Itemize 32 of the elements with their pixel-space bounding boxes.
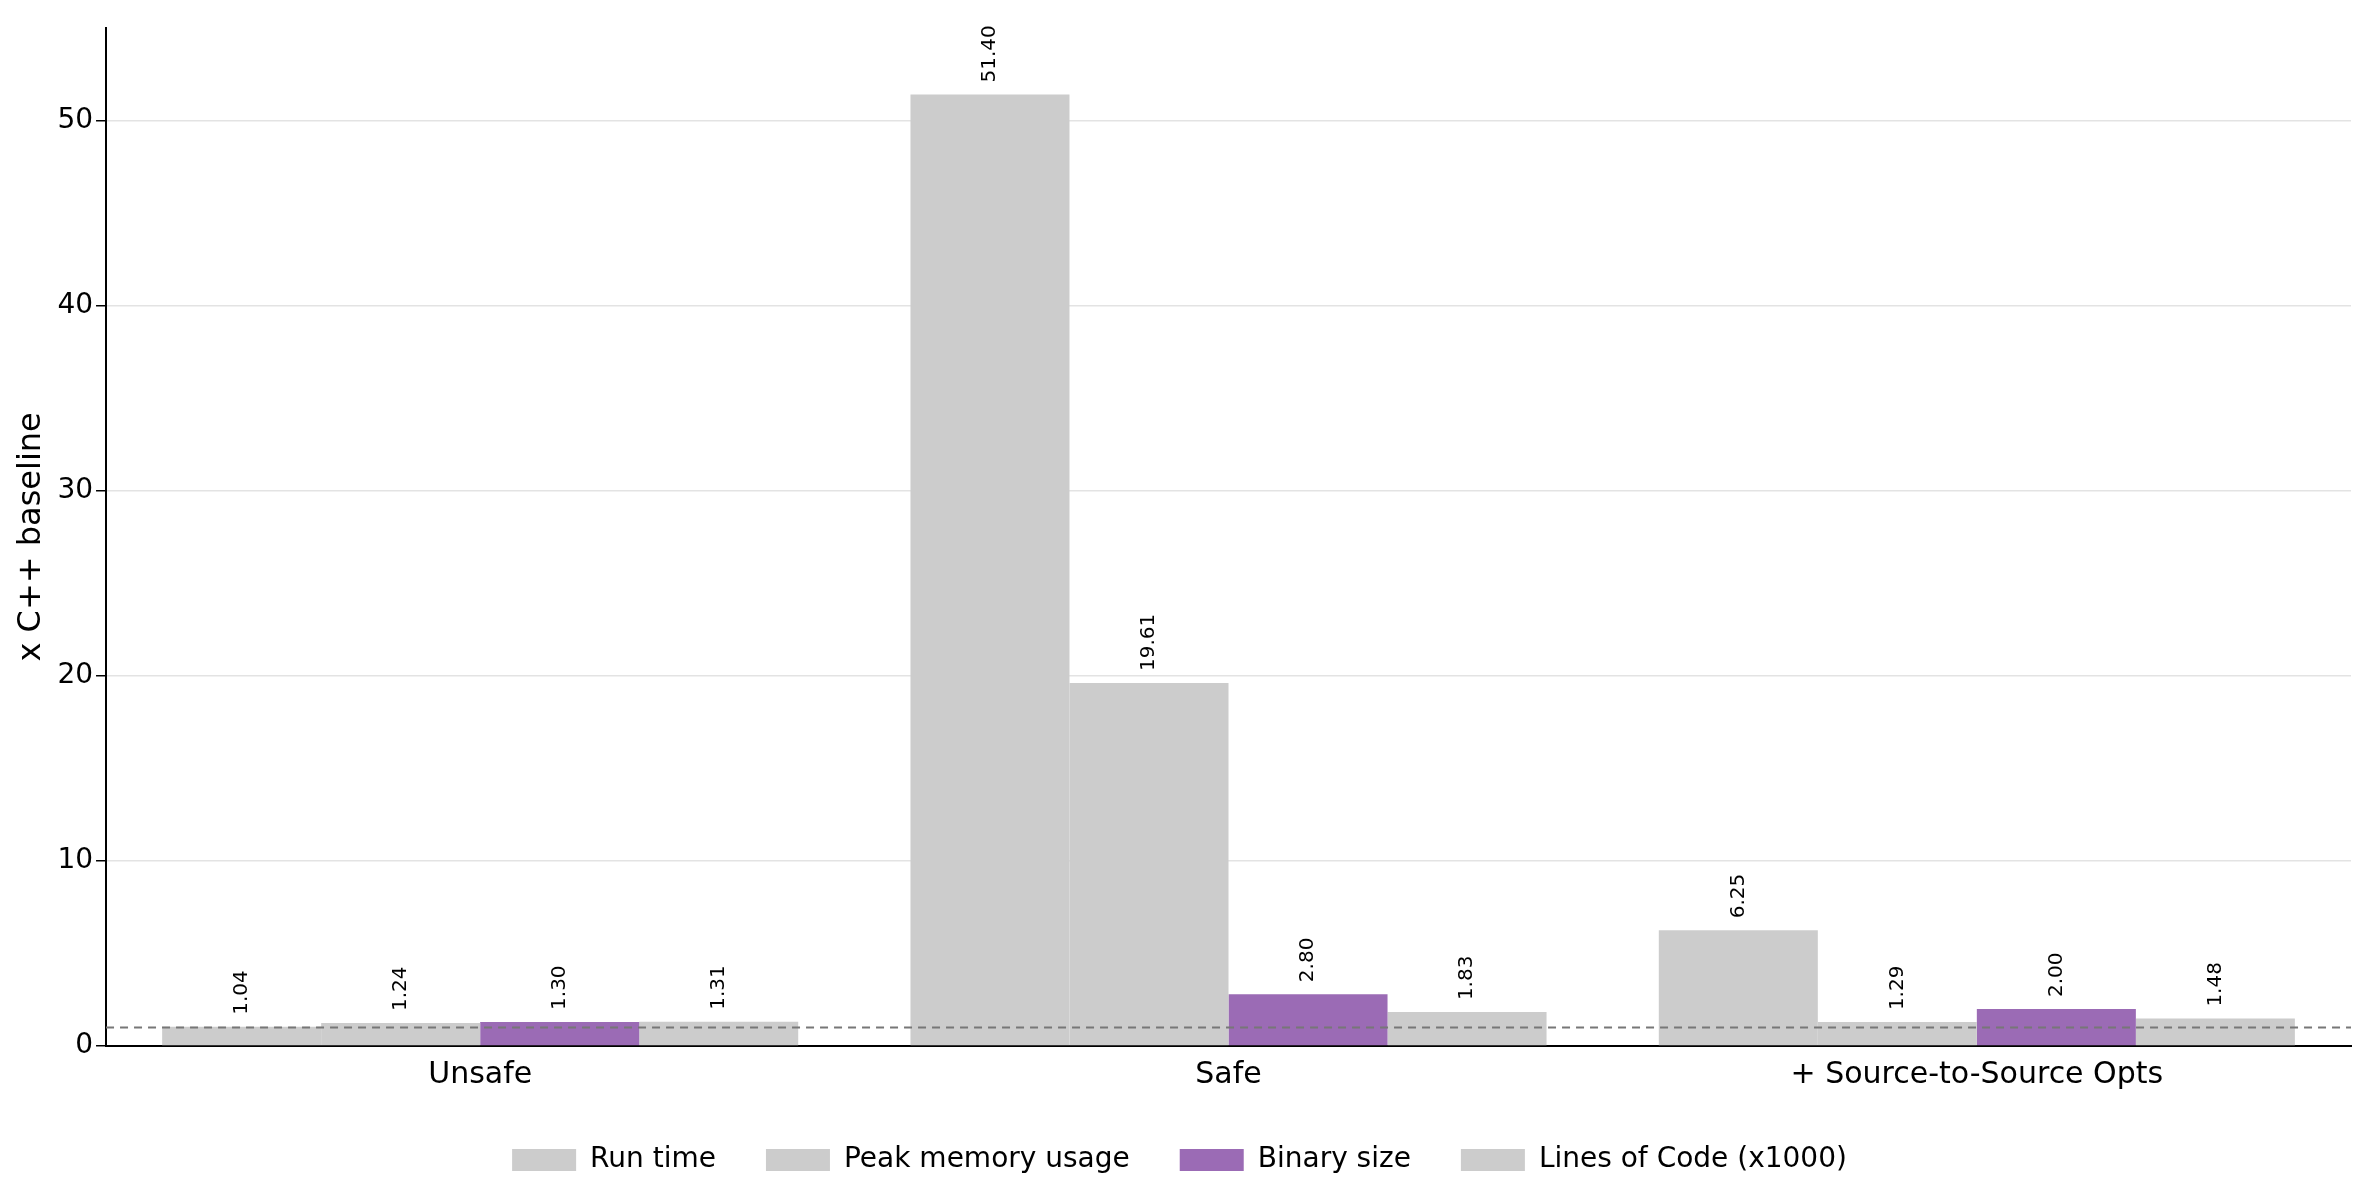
legend-label: Binary size (1257, 1141, 1411, 1175)
y-tick-label: 30 (57, 471, 94, 505)
text: 1.31 (704, 965, 729, 1010)
text: 1.04 (227, 970, 252, 1015)
text: 1.29 (1883, 965, 1908, 1011)
text: 2.00 (2042, 952, 2067, 997)
legend-label: Lines of Code (x1000) (1538, 1141, 1847, 1175)
legend-label: Run time (590, 1141, 716, 1175)
bar (2135, 1018, 2295, 1046)
x-tick-label: Safe (1195, 1054, 1262, 1090)
text: 51.40 (976, 25, 1001, 83)
text: 1.48 (2201, 962, 2226, 1007)
y-tick-label: 20 (57, 657, 94, 691)
y-tick-label: 50 (57, 101, 94, 135)
bar (480, 1021, 640, 1046)
x-tick-label: + Source-to-Source Opts (1790, 1054, 2164, 1090)
text: 6.25 (1724, 873, 1749, 919)
y-tick-label: 10 (57, 842, 94, 876)
text: 1.24 (386, 966, 411, 1012)
y-tick-label: 0 (75, 1027, 94, 1061)
y-axis-title: x C++ baseline (9, 412, 48, 662)
bar (1976, 1008, 2136, 1046)
bar (1387, 1012, 1547, 1046)
bar (1228, 994, 1388, 1046)
text: 1.30 (545, 965, 570, 1010)
text: 1.83 (1453, 955, 1478, 1001)
x-tick-label: Unsafe (428, 1054, 533, 1090)
y-tick-label: 40 (57, 286, 94, 320)
text: 2.80 (1294, 937, 1319, 983)
legend-label: Peak memory usage (843, 1141, 1130, 1175)
text: 19.61 (1135, 613, 1160, 671)
bar (639, 1021, 799, 1046)
